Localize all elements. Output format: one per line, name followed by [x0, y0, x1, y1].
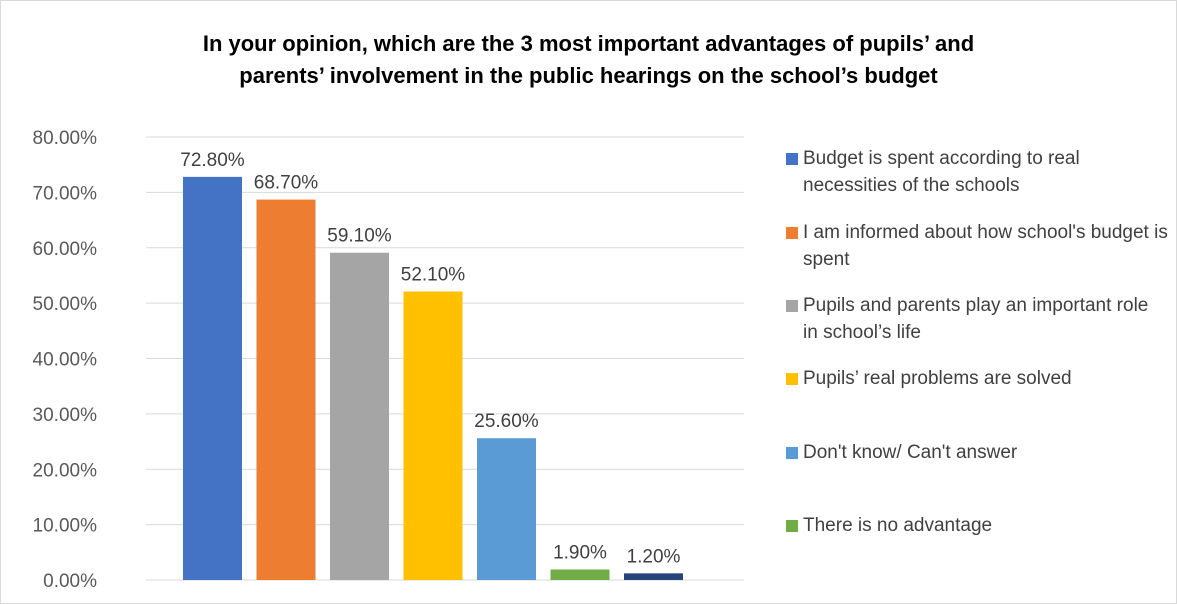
y-tick-label: 50.00% [33, 294, 98, 315]
y-tick-label: 30.00% [33, 405, 98, 426]
legend-label: I am informed about how school's budget … [803, 222, 1168, 270]
data-label: 1.20% [627, 546, 681, 567]
y-tick-label: 20.00% [33, 460, 98, 481]
bar [183, 176, 242, 580]
chart-title-line-1: In your opinion, which are the 3 most im… [202, 31, 975, 56]
bar [330, 252, 389, 580]
y-tick-label: 80.00% [33, 128, 98, 149]
data-label: 52.10% [401, 264, 466, 285]
y-tick-label: 40.00% [33, 350, 98, 371]
bar [624, 573, 683, 580]
legend-swatch [786, 520, 798, 532]
data-label: 1.90% [553, 542, 607, 563]
data-label: 72.80% [180, 150, 245, 171]
y-tick-label: 0.00% [43, 571, 97, 592]
y-tick-label: 10.00% [33, 516, 98, 537]
bar [477, 438, 536, 580]
legend-swatch [786, 300, 798, 312]
legend-label: Budget is spent according to real necess… [803, 148, 1080, 196]
data-label: 25.60% [474, 411, 539, 432]
legend-swatch [786, 447, 798, 459]
y-tick-label: 60.00% [33, 239, 98, 260]
chart-title-line-2: parents’ involvement in the public heari… [239, 63, 938, 88]
bar [550, 569, 610, 580]
legend-label: There is no advantage [803, 515, 993, 536]
legend-swatch [786, 227, 798, 239]
legend-label: Don't know/ Can't answer [803, 442, 1018, 463]
legend-swatch [786, 153, 798, 165]
data-label: 59.10% [327, 226, 392, 247]
data-label: 68.70% [254, 173, 319, 194]
legend-label: Pupils and parents play an important rol… [803, 295, 1149, 343]
bar [403, 291, 463, 580]
bar [256, 199, 316, 581]
legend-swatch [786, 373, 798, 385]
chart-title: In your opinion, which are the 3 most im… [0, 28, 1177, 92]
legend-label: Pupils’ real problems are solved [803, 368, 1072, 389]
y-tick-label: 70.00% [33, 183, 98, 204]
